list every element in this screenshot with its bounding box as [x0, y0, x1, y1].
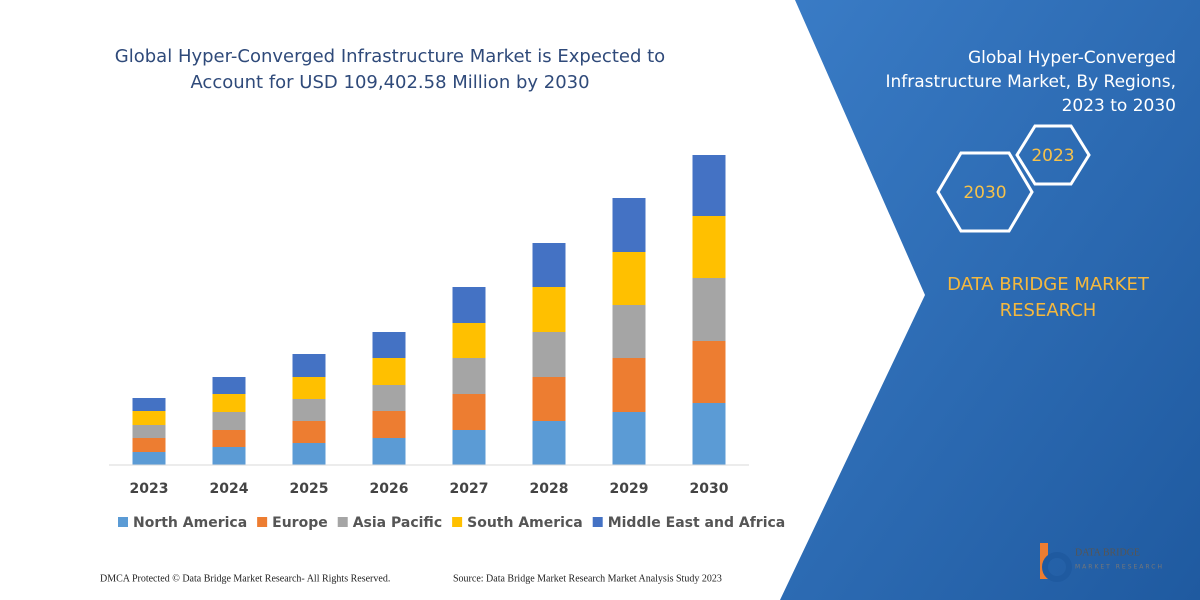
bar-segment [372, 358, 406, 385]
bar-segment [132, 452, 166, 465]
brand: DATA BRIDGE MARKET [947, 274, 1150, 295]
bar-segment [132, 398, 166, 411]
bar-segment [212, 377, 246, 394]
x-tick-label: 2023 [130, 481, 169, 497]
hexagon-label: 2030 [963, 183, 1006, 203]
logo: DATA BRIDGE MARKET RESEARCH [1040, 543, 1164, 582]
x-tick-label: 2025 [290, 481, 329, 497]
bar-segment [212, 412, 246, 430]
legend-swatch [592, 517, 603, 527]
bar-segment [452, 394, 486, 430]
bar-segment [692, 403, 726, 465]
legend-swatch [337, 517, 348, 527]
panel-title: Global Hyper-Converged [968, 48, 1176, 68]
chart-title: Account for USD 109,402.58 Million by 20… [190, 72, 589, 93]
bar-segment [692, 155, 726, 216]
x-tick-label: 2029 [610, 481, 649, 497]
logo-mark [1042, 552, 1072, 582]
x-tick-label: 2028 [530, 481, 569, 497]
hexagon-label: 2023 [1031, 146, 1074, 166]
bar-segment [612, 412, 646, 465]
bar-segment [292, 399, 326, 421]
bar-segment [212, 394, 246, 412]
legend-label: North America [133, 515, 247, 531]
legend-label: Europe [272, 515, 328, 531]
x-tick-label: 2030 [690, 481, 729, 497]
legend-swatch [257, 517, 268, 527]
bar-segment [372, 438, 406, 465]
bar-segment [372, 385, 406, 411]
bar-segment [292, 421, 326, 443]
footer-note: DMCA Protected © Data Bridge Market Rese… [100, 573, 390, 584]
bar-segment [612, 358, 646, 412]
legend-label: Asia Pacific [353, 515, 442, 531]
panel-title: Infrastructure Market, By Regions, [885, 72, 1176, 92]
bar-segment [372, 332, 406, 358]
hexagon [1015, 124, 1091, 186]
bar-segment [532, 332, 566, 377]
bar-segment [292, 354, 326, 377]
bar-segment [532, 421, 566, 465]
bar-segment [532, 377, 566, 421]
bar-segment [692, 341, 726, 403]
legend-swatch [118, 517, 128, 527]
bar-segment [532, 287, 566, 332]
bar-segment [532, 243, 566, 287]
bar-segment [452, 430, 486, 465]
bar-segment [372, 411, 406, 438]
hexagon [936, 151, 1034, 233]
bar-segment [692, 278, 726, 341]
chart-title: Global Hyper-Converged Infrastructure Ma… [115, 46, 665, 67]
logo-name: DATA BRIDGE [1075, 547, 1140, 558]
x-tick-label: 2027 [450, 481, 489, 497]
bar-segment [692, 216, 726, 278]
brand: RESEARCH [1000, 300, 1097, 321]
logo-tagline: MARKET RESEARCH [1075, 564, 1164, 571]
legend-label: South America [467, 515, 583, 531]
panel-title: 2023 to 2030 [1062, 96, 1176, 116]
x-tick-label: 2026 [370, 481, 409, 497]
bar-segment [612, 252, 646, 305]
bar-segment [292, 377, 326, 399]
bar-segment [452, 323, 486, 358]
bar-segment [132, 438, 166, 452]
bar-segment [132, 425, 166, 438]
bar-segment [452, 358, 486, 394]
bar-segment [612, 305, 646, 358]
bar-segment [612, 198, 646, 252]
legend-label: Middle East and Africa [608, 515, 786, 531]
side-panel [780, 0, 1200, 600]
bar-segment [452, 287, 486, 323]
legend-swatch [452, 517, 463, 527]
footer-source: Source: Data Bridge Market Research Mark… [453, 573, 722, 584]
bar-segment [132, 411, 166, 425]
bar-segment [212, 447, 246, 465]
bar-segment [212, 430, 246, 447]
x-tick-label: 2024 [210, 481, 249, 497]
bar-segment [292, 443, 326, 465]
